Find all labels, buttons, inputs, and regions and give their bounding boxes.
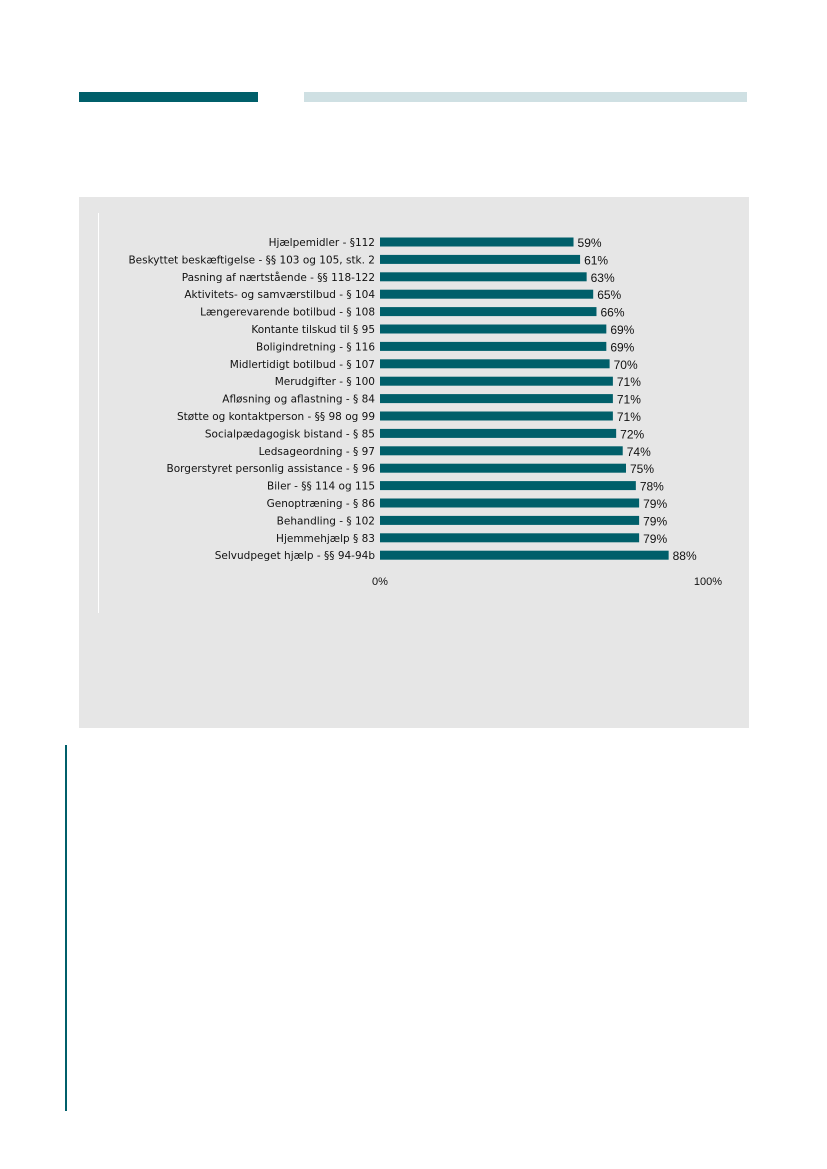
- value-label: 88%: [673, 549, 697, 563]
- value-label: 69%: [610, 323, 634, 337]
- bar: [380, 481, 636, 491]
- bar: [380, 341, 607, 351]
- category-label: Aktivitets- og samværstilbud - § 104: [184, 289, 375, 301]
- bar: [380, 550, 669, 560]
- chart-panel: [79, 197, 749, 728]
- category-label: Biler - §§ 114 og 115: [267, 481, 375, 493]
- value-label: 71%: [617, 375, 641, 389]
- category-label: Socialpædagogisk bistand - § 85: [205, 428, 375, 440]
- bar: [380, 428, 617, 438]
- value-label: 79%: [643, 497, 667, 511]
- category-label: Pasning af nærtstående - §§ 118-122: [182, 271, 375, 284]
- value-label: 78%: [640, 480, 664, 494]
- bar: [380, 533, 640, 543]
- chart-panel-divider: [98, 213, 99, 613]
- bar: [380, 307, 597, 317]
- category-label: Boligindretning - § 116: [256, 341, 375, 353]
- bar: [380, 498, 640, 508]
- value-label: 79%: [643, 532, 667, 546]
- category-label: Genoptræning - § 86: [267, 498, 376, 510]
- bar: [380, 272, 587, 282]
- bar: [380, 359, 610, 369]
- category-label: Borgerstyret personlig assistance - § 96: [167, 463, 376, 475]
- bar: [380, 289, 594, 299]
- bar: [380, 254, 581, 264]
- value-label: 71%: [617, 410, 641, 424]
- left-margin-rule: [65, 745, 67, 1111]
- category-label: Ledsageordning - § 97: [259, 446, 375, 458]
- bar: [380, 324, 607, 334]
- value-label: 69%: [610, 340, 634, 354]
- header-accent-bar-light: [304, 92, 747, 102]
- bar: [380, 394, 613, 404]
- value-label: 66%: [600, 306, 624, 320]
- category-label: Kontante tilskud til § 95: [251, 324, 375, 336]
- value-label: 59%: [578, 236, 602, 250]
- bar: [380, 376, 613, 386]
- bar: [380, 411, 613, 421]
- value-label: 79%: [643, 514, 667, 528]
- category-label: Midlertidigt botilbud - § 107: [230, 359, 375, 371]
- category-label: Beskyttet beskæftigelse - §§ 103 og 105,…: [128, 254, 375, 266]
- bar: [380, 463, 626, 473]
- value-label: 65%: [597, 288, 621, 302]
- category-label: Støtte og kontaktperson - §§ 98 og 99: [177, 411, 375, 423]
- bar: [380, 446, 623, 456]
- bar: [380, 237, 574, 247]
- category-label: Hjemmehjælp § 83: [276, 533, 375, 545]
- bar-chart: Hjælpemidler - §112 59% Beskyttet beskæfti…: [128, 236, 722, 588]
- category-label: Afløsning og aflastning - § 84: [222, 394, 375, 406]
- value-label: 63%: [591, 271, 615, 285]
- category-label: Selvudpeget hjælp - §§ 94-94b: [215, 550, 376, 562]
- value-label: 72%: [620, 427, 644, 441]
- x-tick-label: 0%: [372, 576, 388, 588]
- value-label: 74%: [627, 445, 651, 459]
- value-label: 75%: [630, 462, 654, 476]
- category-label: Behandling - § 102: [277, 515, 375, 527]
- bar: [380, 515, 640, 525]
- value-label: 70%: [614, 358, 638, 372]
- value-label: 71%: [617, 393, 641, 407]
- category-label: Merudgifter - § 100: [275, 376, 375, 388]
- x-tick-label: 100%: [694, 576, 722, 588]
- value-label: 61%: [584, 253, 608, 267]
- header-accent-bar-dark: [79, 92, 258, 102]
- category-label: Længerevarende botilbud - § 108: [200, 307, 375, 319]
- category-label: Hjælpemidler - §112: [269, 237, 375, 249]
